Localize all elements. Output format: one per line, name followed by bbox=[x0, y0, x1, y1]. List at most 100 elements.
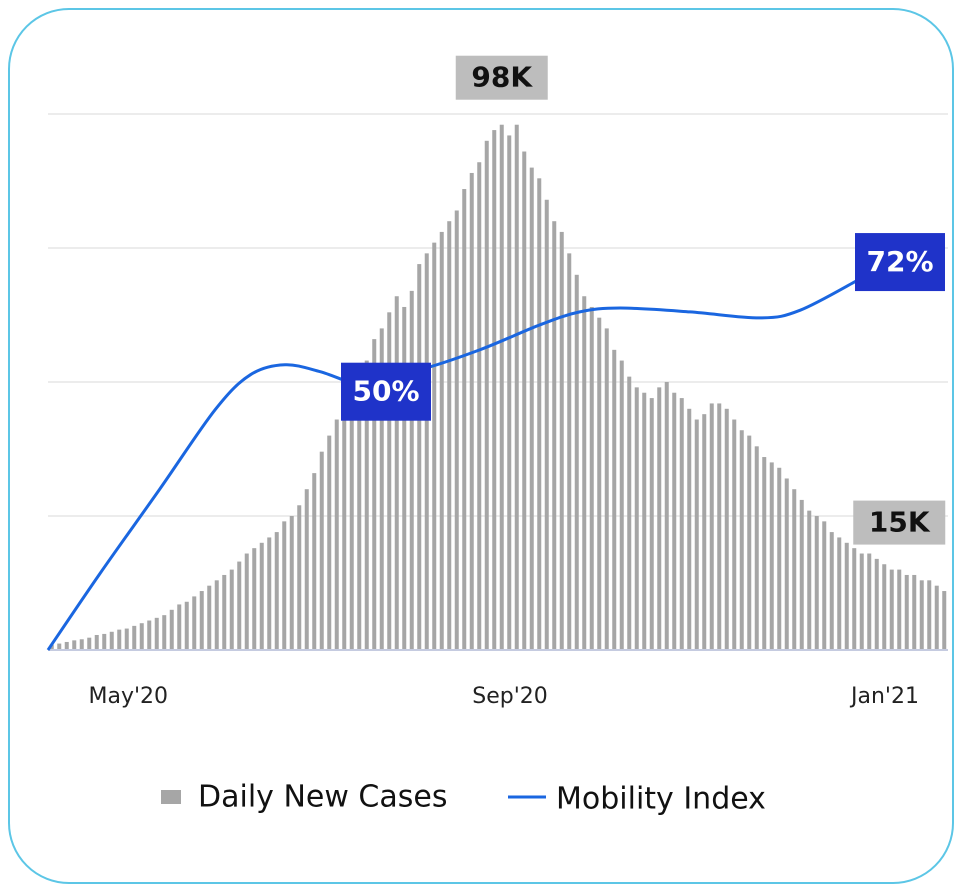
bar bbox=[769, 462, 774, 650]
bar bbox=[507, 135, 512, 650]
bar bbox=[567, 253, 572, 651]
bar bbox=[657, 387, 662, 650]
bar bbox=[102, 633, 107, 650]
bar bbox=[87, 637, 92, 650]
bar bbox=[687, 408, 692, 650]
bar bbox=[274, 532, 279, 650]
bar bbox=[162, 615, 167, 650]
bar bbox=[57, 643, 62, 650]
bar bbox=[439, 231, 444, 651]
bar bbox=[852, 548, 857, 650]
bar bbox=[49, 644, 54, 650]
bar bbox=[244, 553, 249, 650]
bar bbox=[837, 537, 842, 650]
bar bbox=[229, 569, 234, 650]
bar bbox=[124, 628, 129, 650]
bar bbox=[754, 446, 759, 650]
bar bbox=[619, 360, 624, 650]
legend-swatch bbox=[161, 790, 181, 804]
bar bbox=[199, 591, 204, 650]
data-label: 98K bbox=[471, 61, 533, 94]
bar bbox=[784, 478, 789, 650]
bar bbox=[882, 564, 887, 650]
bar bbox=[537, 178, 542, 650]
bar bbox=[709, 403, 714, 650]
bar bbox=[379, 328, 384, 650]
bar bbox=[597, 317, 602, 650]
bar bbox=[139, 623, 144, 650]
bar bbox=[342, 403, 347, 650]
bar bbox=[222, 574, 227, 650]
bar bbox=[334, 419, 339, 650]
bar bbox=[702, 414, 707, 650]
bar bbox=[679, 398, 684, 650]
bar bbox=[732, 419, 737, 650]
bar bbox=[447, 221, 452, 650]
bar bbox=[694, 419, 699, 650]
bar bbox=[469, 172, 474, 650]
legend-label: Mobility Index bbox=[556, 782, 766, 817]
bar bbox=[589, 306, 594, 650]
bar bbox=[649, 398, 654, 650]
bar bbox=[889, 569, 894, 650]
bar bbox=[132, 625, 137, 650]
data-label-box bbox=[455, 55, 548, 100]
bar bbox=[612, 349, 617, 650]
bar bbox=[552, 221, 557, 650]
bar bbox=[364, 360, 369, 650]
bar bbox=[109, 631, 114, 650]
bar bbox=[237, 561, 242, 650]
bar bbox=[484, 140, 489, 651]
bar bbox=[814, 516, 819, 650]
bar bbox=[169, 609, 174, 650]
bar bbox=[604, 328, 609, 650]
bar bbox=[297, 505, 302, 650]
bar bbox=[664, 382, 669, 650]
bar bbox=[822, 521, 827, 650]
bar bbox=[807, 510, 812, 650]
bar bbox=[259, 542, 264, 650]
bar bbox=[207, 585, 212, 650]
bar bbox=[739, 430, 744, 650]
bar bbox=[642, 392, 647, 650]
bar bbox=[792, 489, 797, 650]
bar bbox=[574, 274, 579, 650]
bar bbox=[522, 151, 527, 650]
bar bbox=[492, 130, 497, 650]
bar bbox=[529, 167, 534, 650]
bar bbox=[477, 162, 482, 651]
bar bbox=[64, 641, 69, 650]
line-label-box bbox=[855, 233, 945, 292]
bar bbox=[282, 521, 287, 650]
bar bbox=[357, 382, 362, 650]
bar bbox=[304, 489, 309, 650]
bar bbox=[897, 569, 902, 650]
x-tick-label: Sep'20 bbox=[472, 684, 548, 709]
bar bbox=[394, 296, 399, 650]
bar bbox=[934, 585, 939, 650]
x-tick-label: May'20 bbox=[88, 684, 168, 709]
bar bbox=[372, 339, 377, 650]
bar bbox=[762, 457, 767, 650]
bar bbox=[454, 210, 459, 651]
bar bbox=[672, 392, 677, 650]
bar bbox=[424, 253, 429, 651]
bar bbox=[559, 231, 564, 651]
bar bbox=[417, 264, 422, 650]
bar bbox=[904, 574, 909, 650]
bar bbox=[874, 558, 879, 650]
bar bbox=[289, 516, 294, 650]
bar bbox=[79, 639, 84, 650]
bar bbox=[432, 242, 437, 650]
bar bbox=[919, 580, 924, 650]
bar bbox=[582, 296, 587, 650]
bar bbox=[387, 312, 392, 650]
bar bbox=[499, 124, 504, 651]
bar bbox=[799, 499, 804, 650]
bar bbox=[627, 376, 632, 650]
bar bbox=[267, 537, 272, 650]
bar bbox=[912, 574, 917, 650]
bar bbox=[859, 553, 864, 650]
bar bbox=[402, 306, 407, 650]
